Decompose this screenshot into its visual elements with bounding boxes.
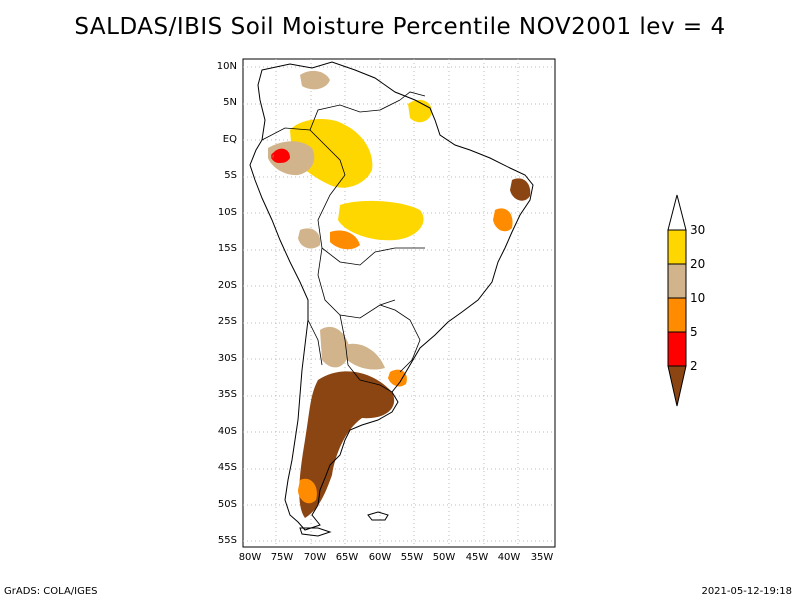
falklands-island xyxy=(367,511,389,521)
shade-5-10-south-brazil xyxy=(388,369,407,387)
lon-label-75w: 75W xyxy=(270,552,294,563)
colorbar-band-5-10 xyxy=(667,297,687,333)
moisture-shading xyxy=(268,70,531,518)
shade-5-10-ne xyxy=(493,208,513,232)
shade-20-30-central xyxy=(338,200,424,241)
colorbar-arrow-bottom xyxy=(667,365,687,407)
plot-frame xyxy=(242,58,556,548)
colorbar-label-5: 5 xyxy=(690,325,698,339)
shade-10-20-north xyxy=(300,70,330,90)
colorbar-label-30: 30 xyxy=(690,223,706,237)
colorbar-label-10: 10 xyxy=(690,291,706,305)
south-america-outline xyxy=(249,61,534,531)
colorbar-band-10-20 xyxy=(667,263,687,299)
lon-label-65w: 65W xyxy=(335,552,359,563)
lat-label-10s: 10S xyxy=(217,207,237,218)
lon-label-35w: 35W xyxy=(530,552,554,563)
lon-label-70w: 70W xyxy=(303,552,327,563)
lon-label-50w: 50W xyxy=(432,552,456,563)
red-contour-peru xyxy=(271,150,287,163)
colorbar xyxy=(667,194,687,407)
tierra-del-fuego xyxy=(299,527,332,537)
lon-label-55w: 55W xyxy=(400,552,424,563)
lat-label-5n: 5N xyxy=(223,97,237,108)
lat-label-eq: EQ xyxy=(222,134,237,145)
map-title: SALDAS/IBIS Soil Moisture Percentile NOV… xyxy=(74,14,726,40)
colorbar-band-2-5 xyxy=(667,331,687,367)
footer-timestamp: 2021-05-12-19:18 xyxy=(701,586,792,597)
lon-label-40w: 40W xyxy=(497,552,521,563)
shade-5-10-patagonia xyxy=(298,478,317,504)
colorbar-arrow-top xyxy=(667,194,687,231)
lat-label-5s: 5S xyxy=(224,170,237,181)
lat-label-55s: 55S xyxy=(217,535,237,546)
lat-label-20s: 20S xyxy=(217,280,237,291)
colorbar-label-2: 2 xyxy=(690,359,698,373)
lon-label-45w: 45W xyxy=(465,552,489,563)
lat-label-40s: 40S xyxy=(217,426,237,437)
lat-label-50s: 50S xyxy=(217,499,237,510)
colorbar-label-20: 20 xyxy=(690,257,706,271)
shade-10-20-andes xyxy=(320,326,350,368)
shade-below2-ne xyxy=(510,178,531,201)
shade-20-30-amazon xyxy=(290,118,373,188)
lat-label-15s: 15S xyxy=(217,243,237,254)
lon-label-60w: 60W xyxy=(368,552,392,563)
lat-label-10n: 10N xyxy=(216,61,237,72)
country-borders xyxy=(261,91,426,393)
shade-10-20-argentina xyxy=(345,343,385,370)
footer-grads-credit: GrADS: COLA/IGES xyxy=(4,586,98,597)
lat-label-25s: 25S xyxy=(217,316,237,327)
lat-label-35s: 35S xyxy=(217,389,237,400)
gridlines xyxy=(243,59,555,547)
shade-10-20-west xyxy=(298,228,321,249)
lon-label-80w: 80W xyxy=(238,552,262,563)
shade-below2-argentina xyxy=(299,371,395,518)
lat-label-45s: 45S xyxy=(217,462,237,473)
lat-label-30s: 30S xyxy=(217,353,237,364)
colorbar-band-20-30 xyxy=(667,229,687,265)
shade-5-10-central xyxy=(330,230,360,250)
